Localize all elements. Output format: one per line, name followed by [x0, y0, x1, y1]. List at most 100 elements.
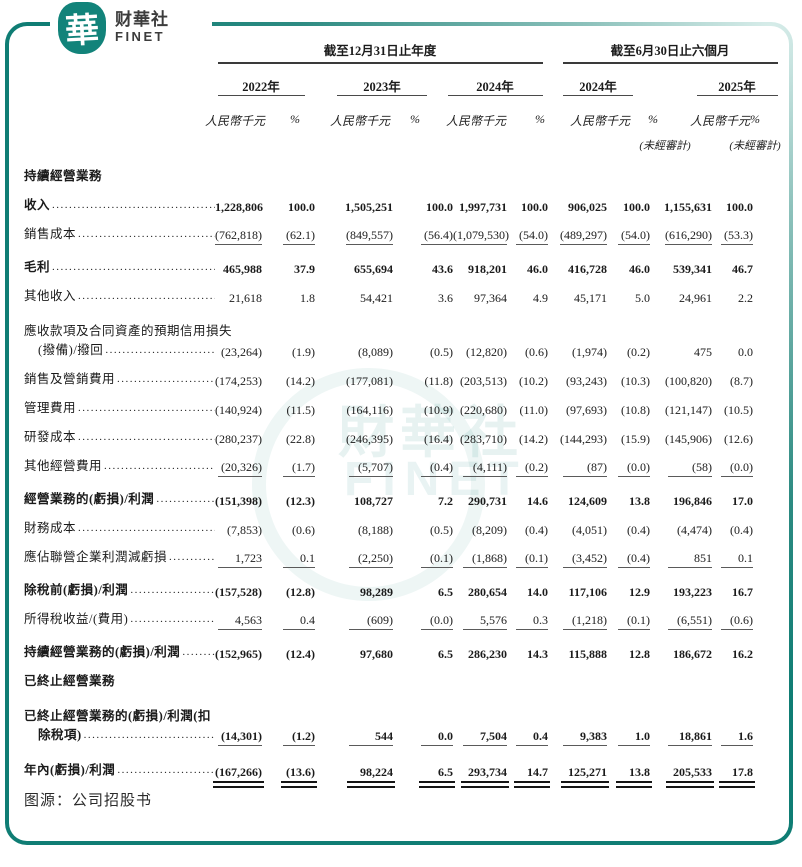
percent-header: % [535, 112, 545, 126]
year-rule [218, 95, 305, 97]
percent-cell: (14.2) [519, 432, 548, 446]
table-row: 所得稅收益/(費用)..............................… [24, 603, 757, 632]
watermark-text-cjk: 財華社 [338, 403, 524, 465]
value-cell: 5,576 [453, 614, 507, 632]
group-header-interim: 截至6月30日止六個月 [610, 44, 730, 58]
dot-leader: ........................................… [130, 613, 215, 625]
row-label-text: 所得稅收益/(費用) [24, 612, 129, 626]
section-header-row: 已終止經營業務 [24, 665, 757, 694]
finet-logo: 華 财華社 FINET [58, 2, 169, 54]
dot-leader: ........................................… [117, 373, 215, 385]
value-cell: (1,218) [548, 614, 607, 632]
income-table-body: 持續經營業務 收入................................… [24, 160, 757, 788]
percent-cell: (0.4) [393, 461, 453, 479]
unit-header: 人民幣千元 [204, 114, 265, 128]
percent-header: % [750, 112, 760, 126]
percent-cell: (15.9) [621, 432, 650, 446]
year-header-2022: 2022年 [242, 80, 280, 94]
row-label-text: 持續經營業務的(虧損)/利潤 [24, 645, 181, 659]
percent-cell: 0.0 [393, 730, 453, 748]
value-cell: 196,846 [673, 494, 712, 508]
row-label-text: 銷售成本 [24, 227, 77, 241]
value-cell: 475 [694, 345, 712, 359]
row-label-text: (撥備)/撥回 [38, 343, 104, 357]
percent-cell: (0.0) [393, 614, 453, 632]
dot-leader: ........................................… [156, 493, 215, 505]
percent-cell: 100.0 [623, 200, 650, 214]
value-cell: (177,081) [346, 374, 393, 388]
table-row: 持續經營業務的(虧損)/利潤..........................… [24, 636, 757, 665]
group-header-annual: 截至12月31日止年度 [323, 44, 437, 58]
year-header-2023: 2023年 [363, 80, 401, 94]
value-cell: (97,693) [566, 403, 607, 417]
value-cell: 98,224 [315, 766, 395, 788]
value-cell: 1,723 [215, 552, 262, 570]
percent-cell: (0.4) [607, 552, 650, 570]
percent-cell: (56.4) [393, 229, 453, 247]
percent-cell: (11.5) [286, 403, 315, 417]
watermark-text-latin: FINET [344, 453, 528, 506]
value-cell: 97,364 [474, 291, 507, 305]
row-label-text: 除稅項) [38, 728, 82, 742]
dot-leader: ........................................… [78, 431, 215, 443]
percent-cell: 14.7 [507, 766, 550, 788]
value-cell: (144,293) [560, 432, 607, 446]
dot-leader: ........................................… [182, 646, 215, 658]
percent-cell: 0.0 [738, 345, 753, 359]
row-label: 年內(虧損)/利潤...............................… [24, 759, 215, 783]
seal-character: 華 [64, 11, 101, 51]
value-cell: (58) [650, 461, 712, 479]
value-cell: (151,398) [215, 494, 262, 508]
value-cell: (8,188) [358, 523, 393, 537]
table-row: 銷售及營銷費用.................................… [24, 363, 757, 392]
percent-cell: (0.2) [507, 461, 548, 479]
unit-header: 人民幣千元 [689, 114, 750, 128]
group-rule-annual [218, 62, 543, 64]
percent-cell: 0.3 [507, 614, 548, 632]
percent-cell: 0.4 [507, 730, 548, 748]
percent-cell: (11.8) [424, 374, 453, 388]
value-cell: 416,728 [568, 262, 607, 276]
value-cell: 918,201 [468, 262, 507, 276]
value-cell: (164,116) [346, 403, 393, 417]
section-header-row: 持續經營業務 [24, 160, 757, 189]
logo-subtitle: FINET [115, 29, 166, 44]
value-cell: 186,672 [673, 647, 712, 661]
value-cell: 1,997,731 [459, 200, 507, 214]
value-cell: 54,421 [360, 291, 393, 305]
row-label: 其他經營費用..................................… [24, 455, 215, 479]
percent-cell: 13.8 [629, 494, 650, 508]
row-label-text: 銷售及營銷費用 [24, 372, 116, 386]
value-cell: (12,820) [466, 345, 507, 359]
row-label-text: 其他收入 [24, 289, 77, 303]
value-cell: (100,820) [665, 374, 712, 388]
value-cell: 280,654 [468, 585, 507, 599]
percent-cell: (10.2) [519, 374, 548, 388]
percent-cell: 16.2 [732, 647, 753, 661]
value-cell: (5,707) [315, 461, 393, 479]
percent-cell: (53.3) [712, 229, 753, 247]
value-cell: (4,051) [572, 523, 607, 537]
dot-leader: ........................................… [104, 460, 215, 472]
value-cell: (87) [548, 461, 607, 479]
row-label-text: 其他經營費用 [24, 459, 103, 473]
value-cell: (762,818) [215, 229, 262, 247]
unit-header: 人民幣千元 [445, 114, 506, 128]
value-cell: (145,906) [665, 432, 712, 446]
dot-leader: ........................................… [78, 290, 215, 302]
value-cell: (1,974) [572, 345, 607, 359]
value-cell: (140,924) [215, 403, 262, 417]
percent-cell: (0.6) [712, 614, 753, 632]
dot-leader: ........................................… [169, 551, 215, 563]
percent-cell: (0.0) [607, 461, 650, 479]
row-label-text: 管理費用 [24, 401, 77, 415]
value-cell: 108,727 [354, 494, 393, 508]
value-cell: (23,264) [221, 345, 262, 359]
value-cell: 286,230 [468, 647, 507, 661]
year-rule [697, 95, 778, 97]
year-rule [563, 95, 633, 97]
value-cell: (283,710) [460, 432, 507, 446]
percent-cell: 12.8 [629, 647, 650, 661]
value-cell: 539,341 [673, 262, 712, 276]
percent-cell: 100.0 [521, 200, 548, 214]
